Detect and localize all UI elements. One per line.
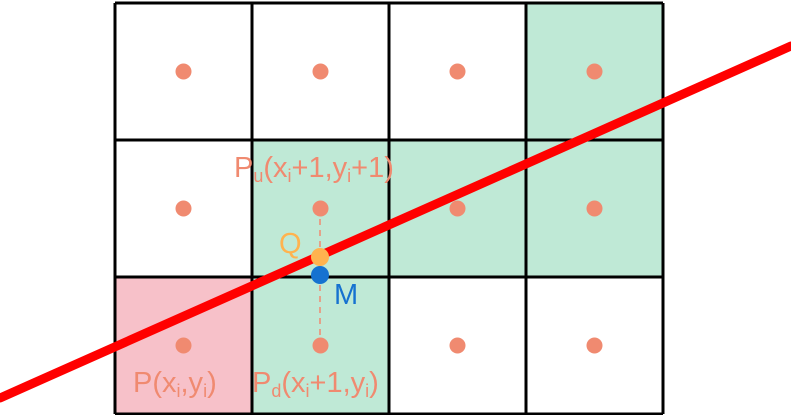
pixel-center bbox=[312, 337, 329, 354]
label-pu: Pu(xi+1,yi+1) bbox=[234, 152, 394, 186]
label-p: P(xi,yi) bbox=[133, 367, 217, 401]
grid-lines bbox=[113, 1, 665, 415]
pixel-center bbox=[175, 337, 192, 354]
pixel-center bbox=[586, 200, 603, 217]
label-m: M bbox=[334, 279, 358, 311]
ideal-line bbox=[0, 41, 791, 403]
label-pd: Pd(xi+1,yi) bbox=[252, 367, 379, 401]
pixel-center bbox=[449, 200, 466, 217]
intersection-point-q bbox=[311, 248, 329, 266]
pixel-center bbox=[586, 337, 603, 354]
pixel-centers bbox=[175, 63, 603, 354]
pixel-center bbox=[586, 63, 603, 80]
pixel-center bbox=[175, 200, 192, 217]
label-q: Q bbox=[279, 228, 302, 260]
pixel-center bbox=[449, 63, 466, 80]
pixel-center bbox=[449, 337, 466, 354]
midpoint-m bbox=[311, 266, 329, 284]
pixel-center bbox=[312, 63, 329, 80]
pixel-center bbox=[175, 63, 192, 80]
